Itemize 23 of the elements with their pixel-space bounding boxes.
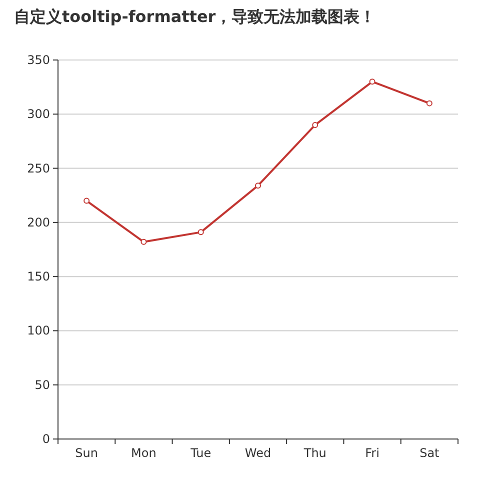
point <box>198 229 204 236</box>
y-tick-label: 250 <box>27 161 50 176</box>
y-tick-label: 200 <box>27 215 50 230</box>
point <box>84 198 90 204</box>
x-tick-label: Tue <box>190 446 212 460</box>
chart-title: 自定义tooltip-formatter，导致无法加载图表！ <box>14 7 376 26</box>
point <box>312 122 318 128</box>
point <box>140 238 147 245</box>
y-tick-label: 150 <box>27 270 50 284</box>
x-tick-label: Sun <box>75 446 98 460</box>
y-tick-label: 50 <box>34 378 50 392</box>
x-tick-label: Fri <box>365 446 380 460</box>
point <box>426 100 432 106</box>
y-tick-label: 100 <box>27 324 50 338</box>
y-tick-label: 350 <box>27 53 50 67</box>
y-tick-label: 0 <box>42 432 50 446</box>
point <box>369 78 376 85</box>
x-tick-label: Thu <box>302 446 326 460</box>
y-tick-label: 300 <box>27 107 50 122</box>
x-tick-label: Wed <box>244 446 272 460</box>
point <box>255 182 261 189</box>
x-tick-label: Sat <box>420 446 440 460</box>
x-tick-label: Mon <box>131 446 156 460</box>
